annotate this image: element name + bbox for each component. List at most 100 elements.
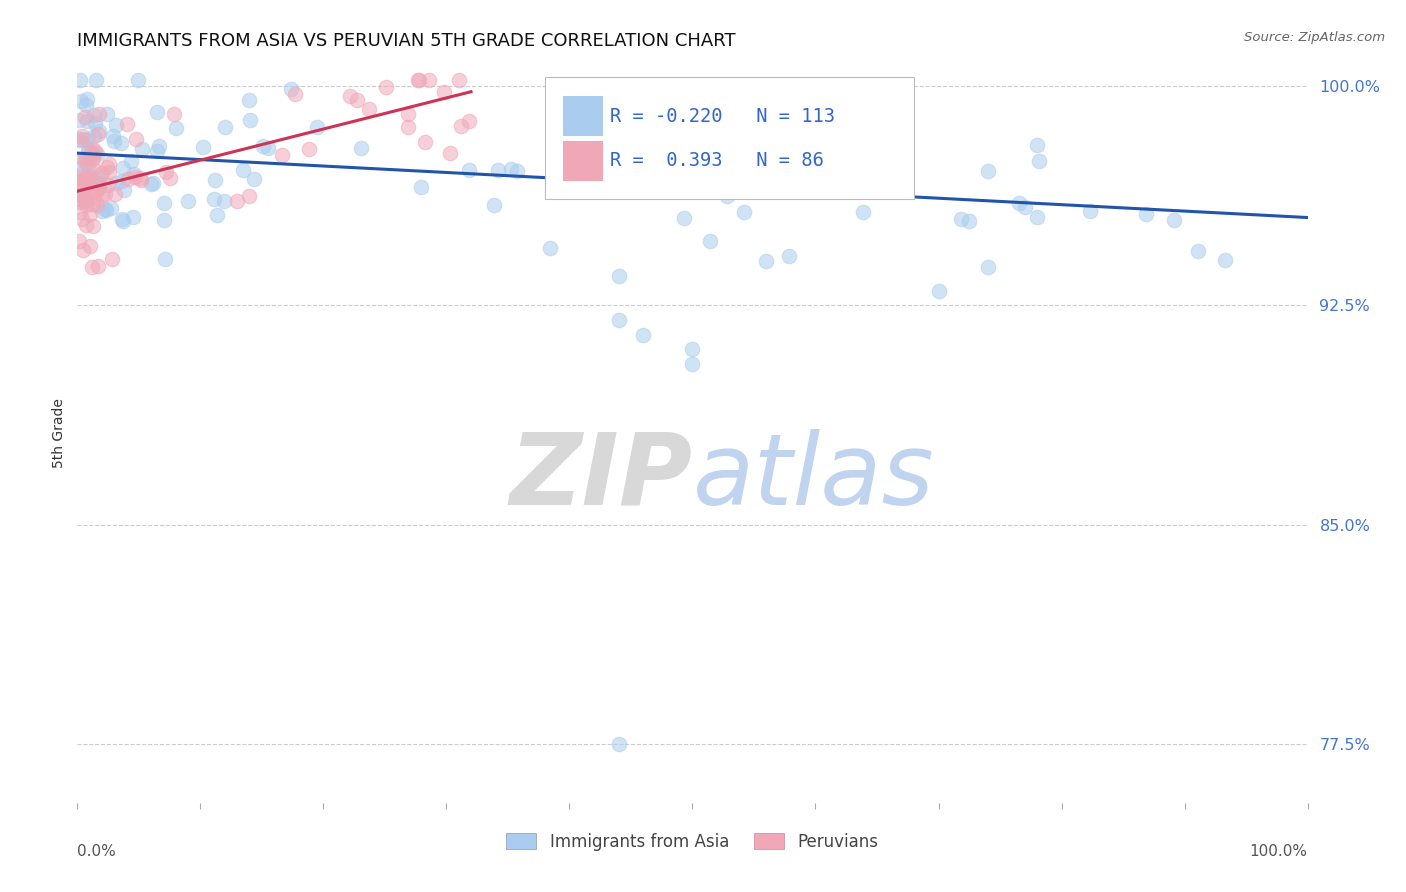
Point [76, 170, 98, 185]
Point [96, 106, 118, 120]
Point [105, 118, 128, 132]
Point [755, 254, 778, 268]
Point [73, 155, 96, 169]
Point [298, 143, 321, 157]
Point [131, 142, 153, 156]
Point [1163, 213, 1185, 227]
Point [103, 186, 125, 201]
Point [950, 211, 973, 226]
Point [87, 178, 110, 192]
Point [600, 145, 623, 159]
Point [73, 110, 96, 124]
Text: Source: ZipAtlas.com: Source: ZipAtlas.com [1244, 31, 1385, 45]
Point [117, 171, 139, 186]
Point [101, 252, 124, 266]
Point [733, 205, 755, 219]
Point [778, 249, 800, 263]
Point [84, 116, 107, 130]
Point [1028, 154, 1050, 169]
Point [957, 214, 980, 228]
Point [111, 174, 134, 188]
Point [76, 114, 98, 128]
Point [91, 166, 114, 180]
Point [112, 213, 135, 227]
Point [89, 178, 111, 192]
Point [75, 192, 97, 206]
Point [97, 178, 120, 193]
Point [238, 189, 260, 203]
Point [76, 151, 98, 165]
Point [87, 259, 110, 273]
Point [83, 129, 105, 144]
Point [124, 169, 146, 184]
Point [100, 201, 122, 215]
Point [69, 192, 91, 206]
Point [83, 108, 105, 122]
Point [153, 213, 176, 227]
Point [139, 177, 162, 191]
Point [111, 211, 134, 226]
Point [977, 164, 1000, 178]
Point [305, 120, 328, 135]
Point [103, 129, 125, 144]
Point [375, 80, 398, 95]
Point [70, 95, 93, 109]
Point [122, 167, 145, 181]
Point [111, 161, 134, 175]
Point [67, 178, 90, 192]
Point [1135, 207, 1157, 221]
Point [67, 235, 90, 249]
Point [69, 205, 91, 219]
Point [1078, 203, 1101, 218]
Point [75, 97, 97, 112]
Point [868, 173, 890, 187]
Point [73, 194, 96, 208]
Point [72, 187, 94, 202]
Point [69, 167, 91, 181]
Point [84, 144, 107, 158]
Point [486, 162, 509, 177]
Point [204, 173, 226, 187]
Point [1008, 195, 1031, 210]
Point [122, 211, 145, 225]
Point [450, 119, 472, 133]
Point [83, 147, 105, 161]
Point [457, 162, 479, 177]
Point [409, 180, 432, 194]
Point [152, 196, 174, 211]
Point [67, 169, 90, 184]
Point [75, 193, 97, 207]
Point [96, 160, 118, 174]
Point [673, 211, 696, 226]
Point [72, 152, 94, 166]
Point [98, 164, 121, 178]
Point [232, 162, 254, 177]
Point [117, 117, 139, 131]
Point [67, 194, 90, 209]
Point [79, 239, 101, 253]
Text: IMMIGRANTS FROM ASIA VS PERUVIAN 5TH GRADE CORRELATION CHART: IMMIGRANTS FROM ASIA VS PERUVIAN 5TH GRA… [77, 32, 735, 50]
Point [98, 157, 121, 171]
Point [408, 73, 430, 87]
Point [350, 141, 373, 155]
Point [359, 102, 381, 116]
Point [155, 165, 177, 179]
Point [86, 198, 108, 212]
Point [103, 134, 125, 148]
Point [159, 171, 181, 186]
Point [1213, 253, 1236, 268]
Text: R = -0.220   N = 113: R = -0.220 N = 113 [610, 107, 835, 126]
Point [976, 260, 998, 274]
Point [70, 212, 93, 227]
Point [67, 133, 90, 147]
FancyBboxPatch shape [564, 141, 603, 181]
Text: atlas: atlas [693, 428, 934, 525]
Point [607, 737, 630, 751]
Text: ZIP: ZIP [509, 428, 693, 525]
Point [82, 219, 104, 233]
Point [69, 132, 91, 146]
Point [104, 177, 127, 191]
Legend: Immigrants from Asia, Peruvians: Immigrants from Asia, Peruvians [499, 826, 886, 857]
Point [87, 124, 110, 138]
Point [84, 170, 107, 185]
